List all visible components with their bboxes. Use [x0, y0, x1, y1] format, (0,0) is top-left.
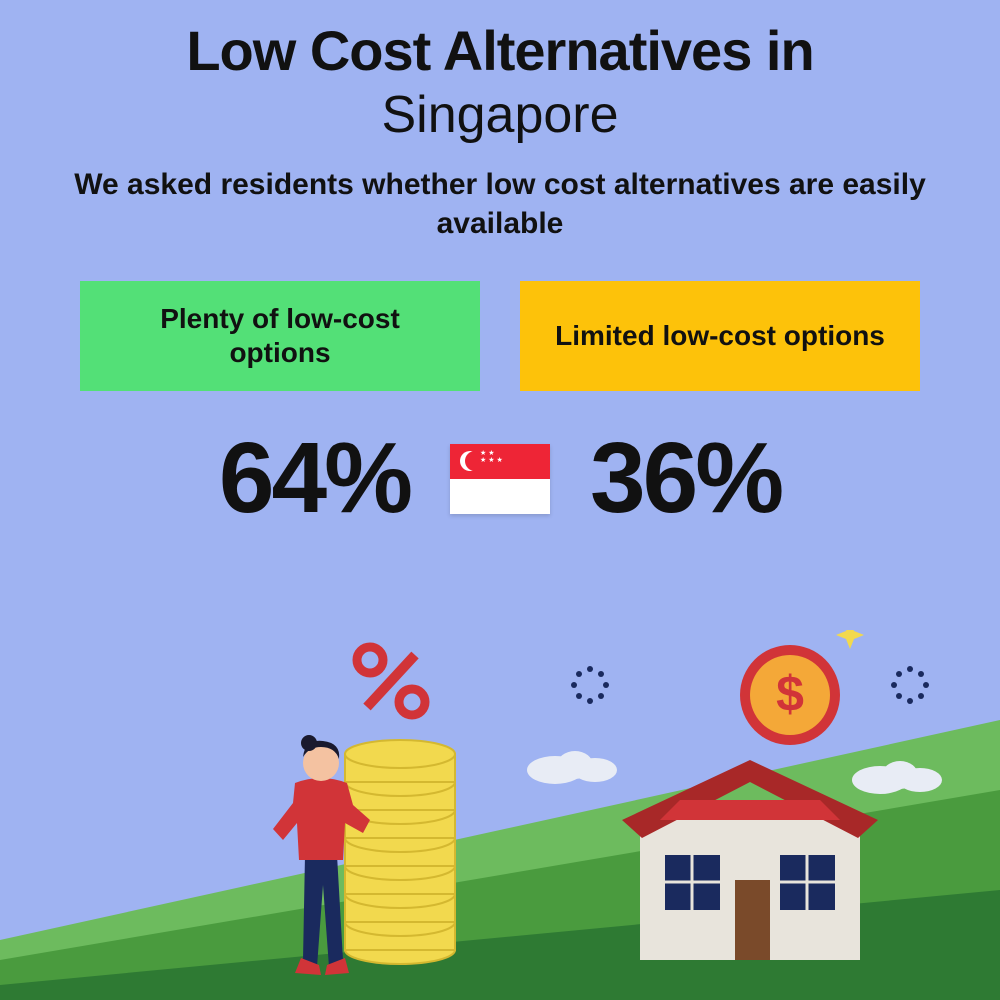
singapore-flag-icon: ★ ★★ ★ ★ — [450, 444, 550, 514]
flag-crescent-icon — [460, 451, 480, 471]
subtitle: We asked residents whether low cost alte… — [0, 165, 1000, 243]
title-line2: Singapore — [0, 85, 1000, 145]
stat-right: 36% — [590, 421, 781, 536]
flag-stars-icon: ★ ★★ ★ ★ — [480, 450, 503, 464]
limited-options-label: Limited low-cost options — [555, 319, 885, 353]
infographic-container: Low Cost Alternatives in Singapore We as… — [0, 0, 1000, 1000]
svg-text:$: $ — [776, 666, 804, 722]
dotted-circle-icon — [891, 666, 929, 704]
flag-bottom — [450, 479, 550, 514]
option-boxes: Plenty of low-cost options Limited low-c… — [0, 281, 1000, 391]
percent-icon — [357, 647, 425, 715]
sparkle-icon — [836, 630, 864, 649]
cloud-icon — [527, 751, 617, 784]
title-line1: Low Cost Alternatives in — [0, 0, 1000, 83]
stats-row: 64% ★ ★★ ★ ★ 36% — [0, 421, 1000, 536]
coin-stack-icon — [345, 740, 455, 964]
illustration: $ — [0, 630, 1000, 1000]
plenty-options-label: Plenty of low-cost options — [110, 302, 450, 369]
plenty-options-box: Plenty of low-cost options — [80, 281, 480, 391]
flag-top: ★ ★★ ★ ★ — [450, 444, 550, 479]
stat-left: 64% — [219, 421, 410, 536]
dotted-circle-icon — [571, 666, 609, 704]
limited-options-box: Limited low-cost options — [520, 281, 920, 391]
dollar-coin-icon: $ — [740, 645, 840, 745]
